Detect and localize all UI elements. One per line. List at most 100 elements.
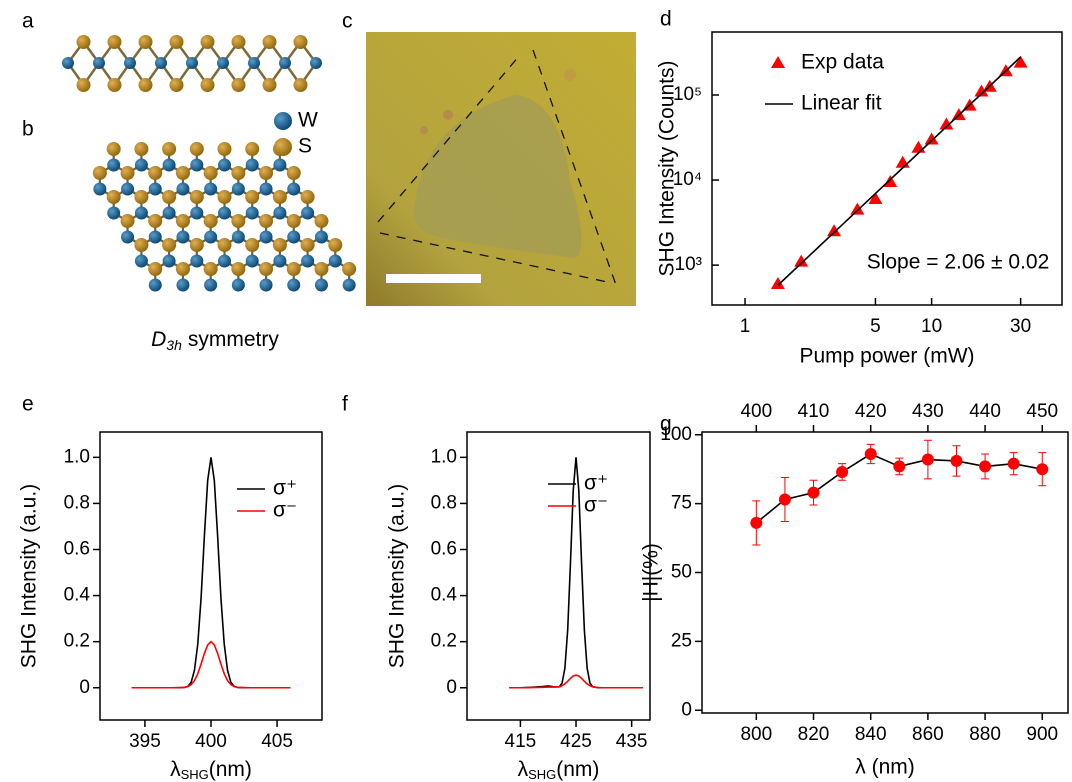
w-atom [218,159,231,172]
w-atom [107,207,120,220]
axis-label: |H|(%) [640,543,663,602]
w-atom [246,159,259,172]
marker [794,255,808,267]
w-atom [315,279,328,292]
panel-label: f [342,393,348,416]
w-atom [273,159,286,172]
legend-w-label: W [298,109,318,132]
annotation: Slope = 2.06 ± 0.02 [867,251,1050,274]
w-atom [190,159,203,172]
data-point [979,460,991,472]
y-tick-label: 25 [671,630,692,651]
legend-label: σ⁺ [584,472,608,495]
series-line [509,457,642,687]
w-atom [176,183,189,196]
plot-frame [467,432,650,720]
panel-label: b [22,118,34,141]
data-point [836,466,848,478]
s-atom [176,262,190,276]
s-atom [139,78,153,92]
s-atom [245,238,259,252]
s-atom [301,190,315,204]
y-tick-label: 0.8 [64,492,90,513]
x-tick-label: 880 [969,724,1001,745]
legend-label: Linear fit [801,92,882,115]
w-atom [218,207,231,220]
marker [911,141,925,153]
x-tick-label: 900 [1026,724,1058,745]
s-atom [259,262,273,276]
data-point [779,493,791,505]
w-atom [232,183,245,196]
w-atom [315,231,328,244]
w-atom [135,207,148,220]
x2-tick-label: 430 [912,401,944,422]
y-tick-label: 0.4 [64,585,91,606]
data-point [1008,458,1020,470]
s-atom [218,238,232,252]
x2-tick-label: 440 [969,401,1001,422]
s-atom [121,214,135,228]
w-atom [121,183,134,196]
s-atom [287,166,301,180]
s-atom [218,190,232,204]
y-tick-label: 75 [671,493,692,514]
w-atom [62,57,74,69]
s-atom [287,262,301,276]
w-atom [107,159,120,172]
s-atom [232,35,246,49]
symmetry-caption: D3hsymmetry [151,328,279,353]
w-atom [149,231,162,244]
legend-w-atom [274,112,292,130]
label-rest: (nm) [556,758,599,781]
s-atom [263,35,277,49]
marker [896,156,910,168]
s-atom [273,238,287,252]
data-point [950,455,962,467]
side-view-structure [62,35,322,92]
label-main: λ [518,758,529,781]
w-atom [310,57,322,69]
top-view-structure [93,142,356,292]
s-atom [107,190,121,204]
w-atom [218,255,231,268]
w-atom [217,57,229,69]
w-atom [246,255,259,268]
x-tick-label: 435 [616,731,648,752]
s-atom [259,166,273,180]
panel-label: c [342,10,353,33]
s-atom [176,166,190,180]
axis-label: SHG Intensity (a.u.) [18,484,41,668]
x-tick-label: 840 [855,724,887,745]
data-point [750,517,762,529]
s-atom [201,78,215,92]
w-atom [163,207,176,220]
s-atom [342,262,356,276]
w-atom [124,57,136,69]
s-atom [204,166,218,180]
spot [564,69,576,81]
w-atom [121,231,134,244]
w-atom [93,183,106,196]
s-atom [273,190,287,204]
s-atom [245,190,259,204]
y-tick-label: 0 [681,699,692,720]
s-atom [108,35,122,49]
w-atom [135,255,148,268]
axis-label: Pump power (mW) [799,345,974,368]
axis-label: λSHG(nm) [170,758,252,782]
x-tick-label: 400 [195,731,227,752]
label-sub: SHG [181,767,209,782]
w-atom [246,207,259,220]
y-tick-label: 0.6 [64,539,90,560]
w-atom [163,159,176,172]
caption-rest: symmetry [188,328,279,351]
data-point [1036,463,1048,475]
w-atom [135,159,148,172]
s-atom [231,166,245,180]
s-atom [204,262,218,276]
plot-frame [100,432,322,720]
w-atom [204,279,217,292]
s-atom [287,214,301,228]
